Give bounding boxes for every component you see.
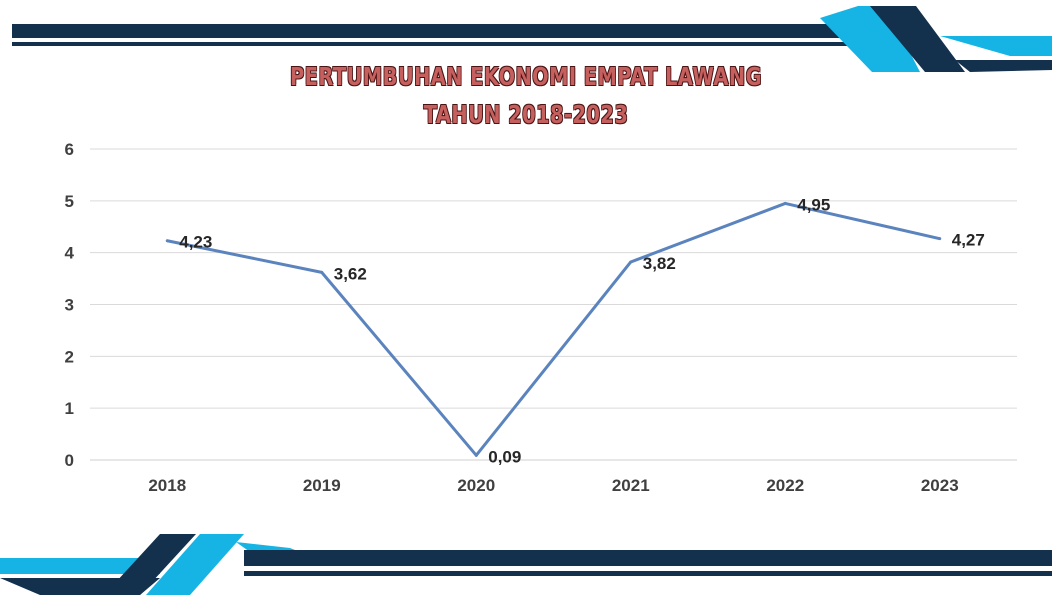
data-label: 3,82 — [643, 254, 676, 273]
data-point — [938, 237, 942, 241]
series-line-group — [165, 201, 942, 457]
data-point — [474, 453, 478, 457]
y-tick-label: 6 — [65, 140, 74, 159]
y-tick-label: 4 — [65, 244, 75, 263]
bottom-banner-stripes — [0, 534, 1052, 595]
series-line — [166, 201, 941, 457]
data-labels: 4,23 3,62 0,09 3,82 4,95 4,27 — [179, 195, 985, 466]
y-axis-tick-labels: 0 1 2 3 4 5 6 — [65, 140, 75, 470]
x-tick-label: 2020 — [457, 476, 495, 495]
x-tick-label: 2018 — [148, 476, 186, 495]
line-chart: 0 1 2 3 4 5 6 2018 2019 2020 2021 2022 2023 4,23 3,6… — [65, 140, 1017, 495]
y-tick-label: 5 — [65, 192, 74, 211]
data-label: 4,23 — [179, 233, 212, 252]
x-tick-label: 2021 — [612, 476, 650, 495]
y-tick-label: 3 — [65, 296, 74, 315]
chart-title: PERTUMBUHAN EKONOMI EMPAT LAWANG — [289, 62, 763, 91]
y-tick-label: 1 — [65, 399, 74, 418]
y-tick-label: 2 — [65, 347, 74, 366]
data-label: 4,27 — [952, 231, 985, 250]
x-tick-label: 2023 — [921, 476, 959, 495]
x-tick-label: 2019 — [303, 476, 341, 495]
data-label: 4,95 — [797, 195, 830, 214]
data-label: 3,62 — [334, 264, 367, 283]
x-tick-label: 2022 — [766, 476, 804, 495]
gridlines — [90, 148, 1017, 461]
chart-subtitle: TAHUN 2018-2023 — [423, 100, 629, 129]
x-axis-tick-labels: 2018 2019 2020 2021 2022 2023 — [148, 476, 958, 495]
data-point — [629, 260, 633, 264]
top-banner-stripes — [12, 6, 1052, 72]
data-point — [320, 270, 324, 274]
y-tick-label: 0 — [65, 451, 74, 470]
data-point — [165, 239, 169, 243]
data-point — [783, 201, 787, 205]
data-label: 0,09 — [488, 447, 521, 466]
